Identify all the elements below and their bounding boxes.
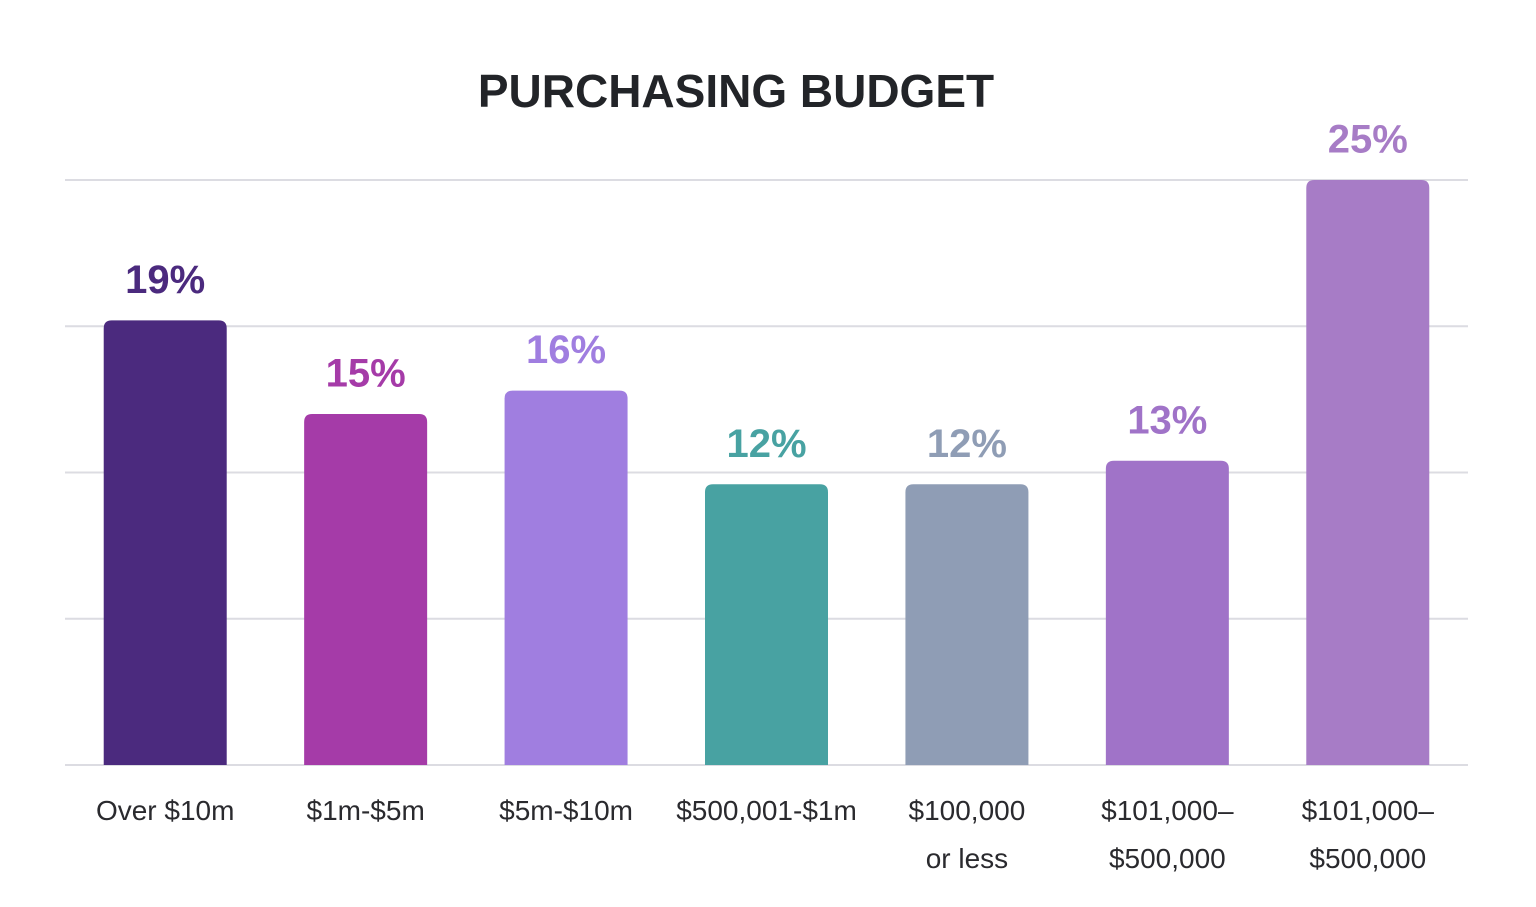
bar	[304, 414, 428, 765]
value-label: 13%	[1127, 398, 1207, 442]
value-label: 19%	[125, 258, 205, 302]
bar	[504, 390, 628, 765]
x-tick-label: $100,000 or less	[908, 795, 1026, 874]
bar	[705, 484, 828, 765]
chart-title: PURCHASING BUDGET	[477, 65, 995, 117]
value-label: 12%	[927, 422, 1007, 466]
value-label: 12%	[726, 422, 806, 466]
x-tick-label: $101,000– $500,000	[1301, 795, 1434, 874]
x-tick-label: $101,000– $500,000	[1101, 795, 1234, 874]
x-tick-label: $1m-$5m	[306, 795, 425, 826]
bar	[905, 484, 1029, 765]
value-label: 16%	[526, 328, 606, 372]
bar	[103, 320, 227, 765]
value-label: 25%	[1328, 118, 1408, 162]
bar	[1306, 180, 1430, 765]
x-tick-label: $5m-$10m	[499, 795, 633, 826]
bar	[1105, 460, 1229, 765]
x-tick-label: Over $10m	[95, 795, 235, 826]
value-label: 15%	[326, 352, 406, 396]
x-tick-label: $500,001-$1m	[676, 795, 857, 826]
